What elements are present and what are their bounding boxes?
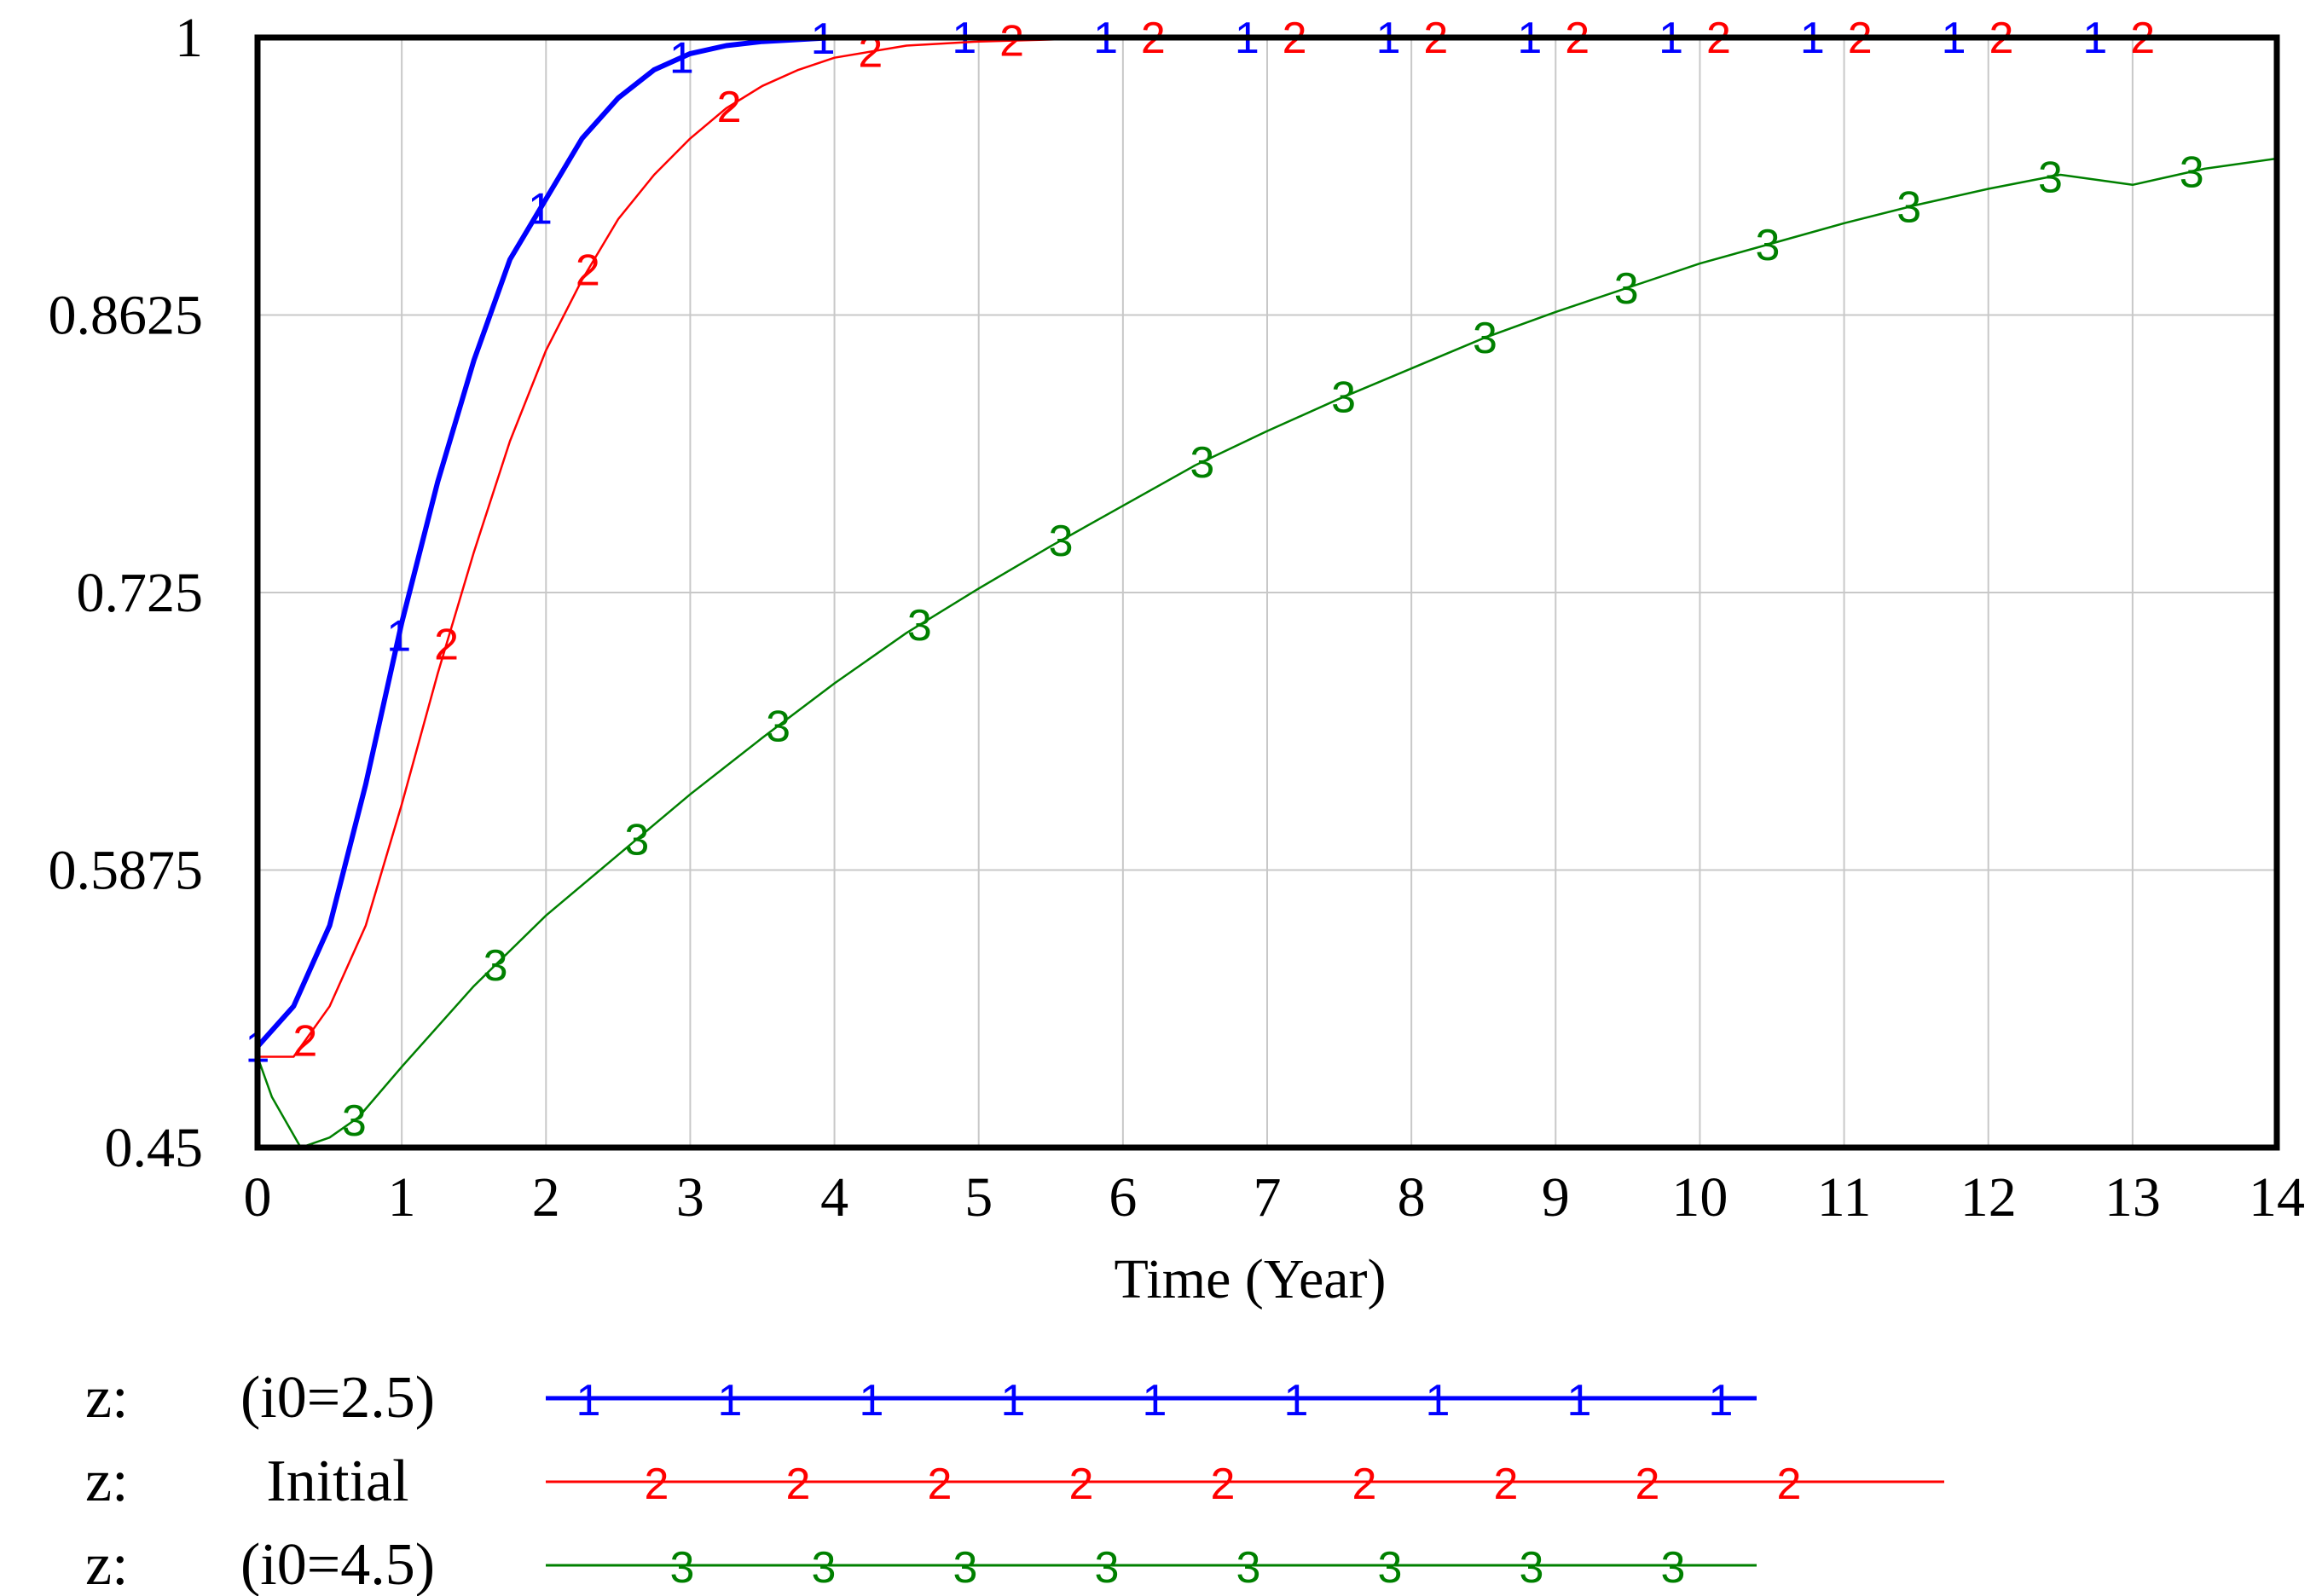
x-tick-label: 3 (676, 1166, 704, 1229)
legend-prefix: z: (85, 1532, 129, 1596)
series-marker: 3 (766, 702, 790, 751)
series-marker: 3 (2180, 147, 2204, 197)
series-marker: 1 (386, 612, 411, 662)
series-marker: 2 (292, 1017, 317, 1067)
series-marker: 1 (669, 33, 694, 83)
x-tick-label: 4 (820, 1166, 848, 1229)
grid (257, 37, 2278, 1148)
series-marker: 2 (576, 246, 600, 296)
legend-marker: 2 (1636, 1460, 1660, 1509)
x-tick-label: 6 (1109, 1166, 1137, 1229)
x-tick-label: 5 (964, 1166, 993, 1229)
series-marker: 3 (342, 1096, 367, 1146)
x-tick-label: 9 (1542, 1166, 1570, 1229)
series-3: 3 3 3 3 3 3 3 3 3 3 3 3 3 3 (256, 147, 2278, 1149)
y-tick-label: 0.45 (105, 1117, 204, 1179)
series-marker: 2 (999, 17, 1024, 66)
legend-marker: 3 (1520, 1543, 1544, 1593)
legend-entry: z: (i0=4.5) 3 3 3 3 3 3 3 3 (85, 1532, 1757, 1596)
legend-marker: 1 (718, 1376, 743, 1425)
legend-marker: 1 (1567, 1376, 1592, 1425)
legend-marker: 2 (1211, 1460, 1236, 1509)
legend-marker: 1 (1709, 1376, 1734, 1425)
y-tick-label: 0.5875 (49, 840, 204, 902)
series-marker: 2 (717, 83, 742, 132)
series-marker: 1 (528, 185, 553, 234)
y-tick-label: 0.8625 (49, 285, 204, 347)
y-tick-label: 1 (175, 7, 203, 69)
series-marker: 3 (1049, 517, 1074, 566)
x-tick-label: 7 (1254, 1166, 1282, 1229)
legend-entry: z: Initial 2 2 2 2 2 2 2 2 2 (85, 1449, 1944, 1514)
series-marker: 3 (1896, 183, 1921, 233)
legend-marker: 1 (576, 1376, 601, 1425)
x-axis-title: Time (Year) (1114, 1248, 1386, 1310)
legend-marker: 2 (1352, 1460, 1377, 1509)
x-tick-label: 14 (2249, 1166, 2305, 1229)
legend-marker: 3 (670, 1543, 695, 1593)
series-marker: 3 (1614, 264, 1639, 314)
x-tick-label: 1 (388, 1166, 416, 1229)
series-marker: 3 (2038, 153, 2063, 202)
legend-marker: 2 (645, 1460, 669, 1509)
legend: z: (i0=2.5) 1 1 1 1 1 1 1 1 1 z: Initial 2 2 2 2 2 2 2 2 2 z: (… (85, 1365, 1944, 1596)
series-marker: 3 (1755, 221, 1780, 270)
legend-marker: 3 (1661, 1543, 1686, 1593)
y-tick-label: 0.725 (77, 562, 204, 624)
legend-series-name: (i0=2.5) (240, 1365, 435, 1431)
x-tick-label: 0 (244, 1166, 272, 1229)
x-tick-label: 12 (1960, 1166, 2017, 1229)
legend-marker: 1 (860, 1376, 884, 1425)
legend-prefix: z: (85, 1365, 129, 1431)
legend-marker: 1 (1001, 1376, 1026, 1425)
legend-marker: 2 (1777, 1460, 1802, 1509)
series-marker: 3 (907, 601, 932, 651)
legend-series-name: Initial (266, 1449, 408, 1514)
legend-prefix: z: (85, 1449, 129, 1514)
x-tick-label: 8 (1398, 1166, 1426, 1229)
series-marker: 2 (434, 621, 459, 670)
legend-marker: 3 (1236, 1543, 1261, 1593)
legend-marker: 2 (1069, 1460, 1094, 1509)
series-marker: 3 (1190, 438, 1214, 488)
series-marker: 3 (484, 941, 508, 991)
series-marker: 3 (624, 815, 649, 864)
legend-marker: 1 (1284, 1376, 1309, 1425)
legend-marker: 1 (1426, 1376, 1451, 1425)
legend-marker: 3 (812, 1543, 837, 1593)
x-tick-label: 2 (532, 1166, 560, 1229)
series-marker: 3 (1331, 373, 1356, 423)
plot-frame (254, 34, 2280, 1151)
x-tick-label: 10 (1671, 1166, 1728, 1229)
legend-marker: 2 (1494, 1460, 1519, 1509)
series-line (256, 157, 2278, 1149)
legend-marker: 1 (1143, 1376, 1167, 1425)
x-tick-label: 11 (1817, 1166, 1872, 1229)
legend-series-name: (i0=4.5) (240, 1532, 435, 1596)
axis-ticks: 0 1 2 3 4 5 6 7 8 9 10 11 12 13 1410.86250.7250.58750.… (49, 7, 2306, 1229)
legend-entry: z: (i0=2.5) 1 1 1 1 1 1 1 1 1 (85, 1365, 1757, 1431)
legend-marker: 3 (1095, 1543, 1120, 1593)
legend-marker: 2 (928, 1460, 953, 1509)
x-tick-label: 13 (2105, 1166, 2161, 1229)
series-marker: 3 (1473, 314, 1497, 363)
legend-marker: 2 (786, 1460, 811, 1509)
legend-marker: 3 (1378, 1543, 1403, 1593)
legend-marker: 3 (953, 1543, 978, 1593)
